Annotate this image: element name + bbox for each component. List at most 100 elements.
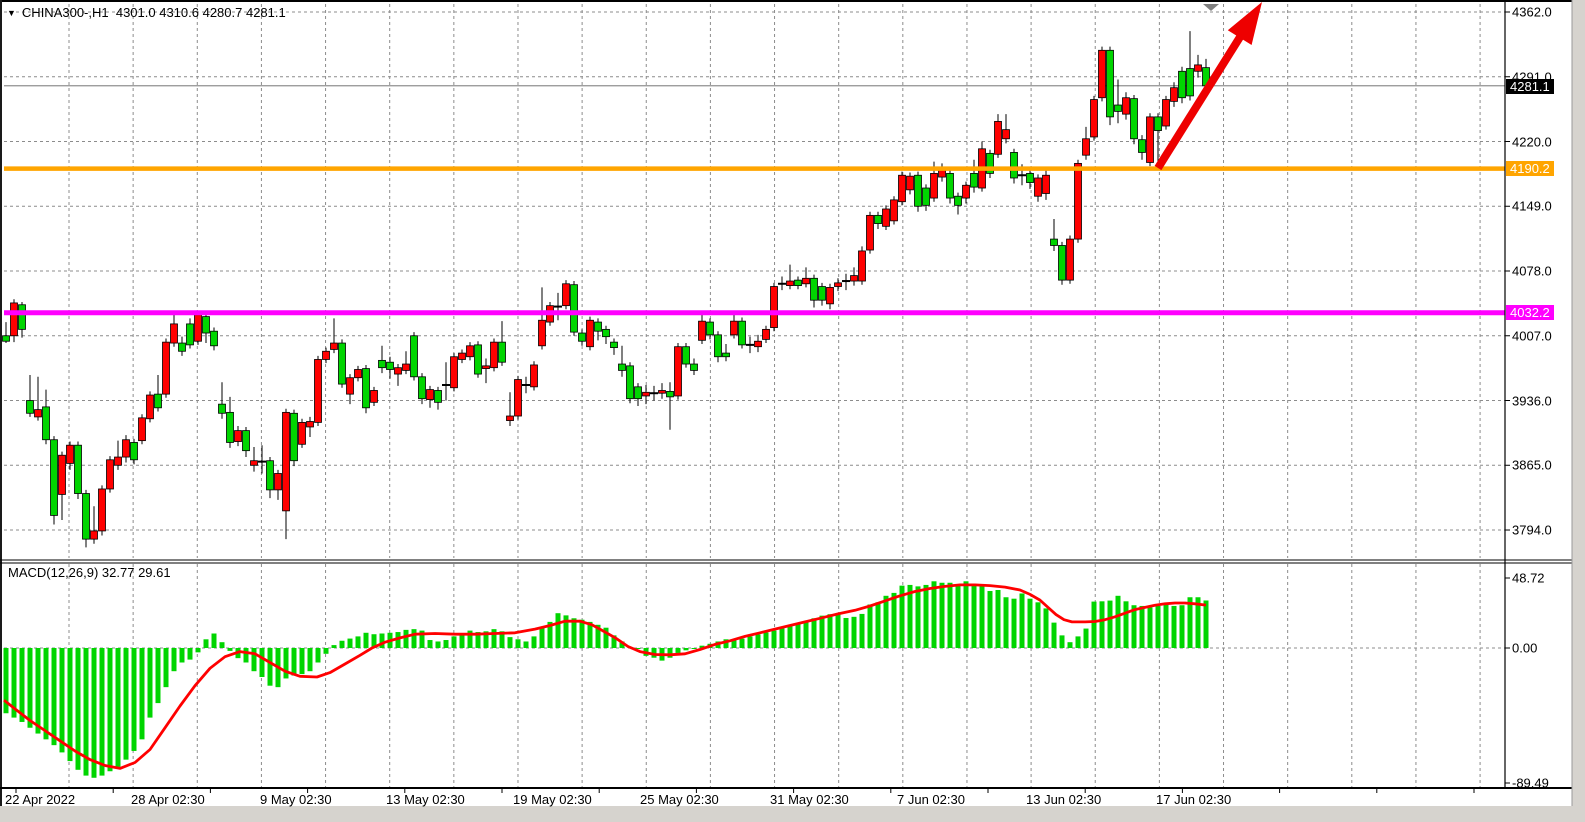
macd-histogram-bar [747, 636, 753, 648]
macd-histogram-bar [179, 648, 185, 663]
candle-up [66, 444, 74, 464]
macd-histogram-bar [603, 627, 609, 648]
candle-up [834, 282, 842, 287]
macd-histogram-bar [859, 613, 865, 648]
candle-up [402, 363, 410, 371]
candle-down [82, 493, 90, 540]
macd-histogram-bar [1027, 598, 1033, 648]
candle-down [290, 412, 298, 462]
candle-down [226, 411, 234, 443]
macd-histogram-bar [443, 640, 449, 648]
candle-up [250, 460, 258, 466]
candle-down [794, 279, 802, 286]
macd-histogram-bar [107, 648, 113, 772]
candle-down [922, 187, 930, 206]
macd-histogram-bar [779, 628, 785, 648]
candle-up [98, 488, 106, 532]
macd-histogram-bar [123, 648, 129, 760]
candle-down [186, 323, 194, 346]
candle-up [306, 421, 314, 428]
candle-up [330, 342, 338, 350]
candle-down [626, 365, 634, 400]
macd-histogram-bar [611, 635, 617, 648]
macd-histogram-bar [867, 604, 873, 648]
candle-down [818, 286, 826, 301]
macd-histogram-bar [403, 629, 409, 648]
candle-down [338, 342, 346, 385]
macd-histogram-bar [683, 648, 689, 651]
candle-up [1042, 174, 1050, 194]
candle-up [1002, 129, 1010, 140]
macd-histogram-bar [1011, 598, 1017, 648]
candle-up [1034, 177, 1042, 197]
macd-histogram-bar [931, 581, 937, 648]
macd-histogram-bar [1131, 605, 1137, 648]
candle-down [1186, 68, 1194, 97]
candle-up [1082, 138, 1090, 156]
candle-up [762, 328, 770, 340]
macd-histogram-bar [491, 629, 497, 648]
macd-histogram-bar [147, 648, 153, 718]
macd-histogram-bar [1003, 597, 1009, 648]
macd-histogram-bar [563, 615, 569, 648]
macd-histogram-bar [1115, 595, 1121, 648]
candle-down [266, 460, 274, 491]
macd-histogram-bar [11, 648, 17, 718]
macd-histogram-bar [1155, 605, 1161, 648]
macd-histogram-bar [515, 639, 521, 648]
macd-histogram-bar [771, 630, 777, 648]
candle-up [162, 341, 170, 395]
candle-down [1114, 104, 1122, 112]
candle-down [810, 277, 818, 301]
candle-up [234, 430, 242, 442]
macd-histogram-bar [979, 585, 985, 648]
candle-up [658, 390, 666, 394]
candle-up [826, 287, 834, 305]
macd-histogram-bar [19, 648, 25, 722]
macd-histogram-bar [555, 613, 561, 648]
chart-window[interactable]: ▼ CHINA300-,H1 4301.0 4310.6 4280.7 4281.… [0, 0, 1573, 807]
macd-histogram-bar [499, 631, 505, 648]
candle-down [18, 304, 26, 330]
candle-down [954, 195, 962, 206]
candle-up [698, 320, 706, 341]
candle-down [1138, 139, 1146, 153]
candle-up [170, 323, 178, 344]
candle-up [274, 473, 282, 491]
macd-histogram-bar [523, 641, 529, 648]
macd-histogram-bar [315, 648, 321, 663]
candle-up [882, 208, 890, 227]
macd-histogram-bar [339, 640, 345, 648]
candle-up [194, 314, 202, 342]
macd-histogram-bar [259, 648, 265, 677]
macd-histogram-bar [467, 630, 473, 648]
macd-histogram-bar [171, 648, 177, 672]
candle-up [354, 369, 362, 379]
candle-up [506, 415, 514, 421]
macd-histogram-bar [739, 638, 745, 648]
macd-histogram-bar [323, 648, 329, 654]
macd-histogram-bar [507, 637, 513, 648]
macd-histogram-bar [955, 584, 961, 648]
candle-down [970, 173, 978, 188]
candle-down [1178, 70, 1186, 99]
macd-histogram-bar [51, 648, 57, 746]
candle-up [1162, 99, 1170, 127]
macd-histogram-bar [1067, 642, 1073, 648]
macd-histogram-bar [795, 623, 801, 648]
candle-up [314, 359, 322, 423]
macd-histogram-bar [731, 640, 737, 648]
candle-up [394, 367, 402, 375]
candle-down [178, 342, 186, 352]
macd-histogram-bar [1123, 601, 1129, 648]
macd-histogram-bar [155, 648, 161, 704]
candle-down [210, 330, 218, 347]
macd-histogram-bar [347, 638, 353, 648]
candle-down [378, 359, 386, 369]
candle-up [90, 530, 98, 540]
macd-histogram-bar [587, 621, 593, 648]
candle-down [602, 328, 610, 338]
macd-histogram-bar [803, 621, 809, 648]
macd-histogram-bar [1107, 600, 1113, 648]
